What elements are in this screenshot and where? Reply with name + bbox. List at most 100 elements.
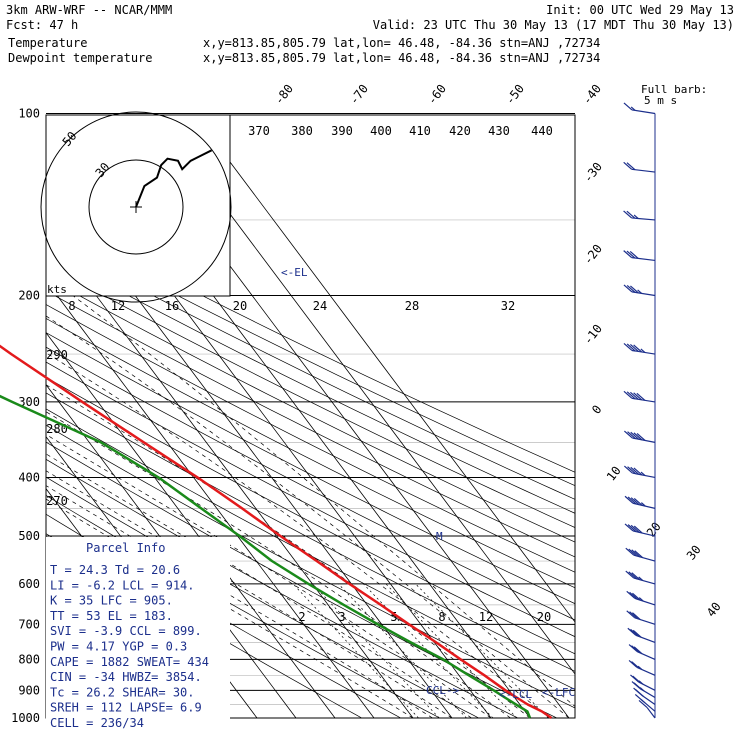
theta-label-290: 290 (46, 348, 68, 362)
wind-barb-175 (623, 250, 656, 262)
legend-temperature-info: x,y=813.85,805.79 lat,lon= 46.48, -84.36… (203, 36, 600, 50)
wind-barb-650 (626, 590, 656, 606)
parcel-info-panel: Parcel Info T = 24.3 Td = 20.6LI = -6.2 … (46, 537, 230, 730)
pressure-label-1000: 1000 (11, 711, 40, 725)
parcel-row-3: TT = 53 EL = 183. (50, 609, 173, 623)
parcel-row-5: PW = 4.17 YGP = 0.3 (50, 640, 187, 654)
dry-adiabat-440 (46, 238, 575, 500)
forecast-hour: Fcst: 47 h (6, 18, 78, 32)
wind-barb-1000 (638, 699, 656, 719)
mixing-ratio-label-8: 8 (438, 610, 445, 624)
moist-adiabat-5 (46, 453, 472, 718)
isotherm--20 (46, 280, 375, 718)
hodograph-units: kts (47, 283, 67, 296)
parcel-info-box (46, 537, 230, 727)
wind-barbs (623, 102, 656, 719)
sounding-profiles (0, 344, 553, 720)
hodograph-ring-outer (40, 111, 232, 303)
parcel-row-2: K = 35 LFC = 905. (50, 594, 173, 608)
parcel-row-6: CAPE = 1882 SWEAT= 434 (50, 655, 209, 669)
isotherm-label--10: -10 (581, 322, 605, 348)
wind-barb-925 (631, 681, 656, 699)
inset-axis-label-28: 28 (405, 299, 419, 313)
temperature-profile (0, 344, 553, 720)
wind-barb-900 (630, 674, 656, 691)
theta-label-380: 380 (291, 124, 313, 138)
wind-barb-850 (628, 660, 656, 676)
wind-barb-975 (634, 694, 656, 712)
lfc-marker: <-LFC (542, 686, 575, 699)
pressure-label-100: 100 (18, 107, 40, 121)
theta-label-390: 390 (331, 124, 353, 138)
parcel-row-7: CIN = -34 HWBZ= 3854. (50, 670, 202, 684)
theta-label-280: 280 (46, 422, 68, 436)
parcel-row-9: SREH = 112 LAPSE= 6.9 (50, 701, 202, 715)
parcel-row-10: CELL = 236/34 (50, 716, 144, 730)
wind-barb-450 (624, 495, 656, 509)
moist-adiabat--10 (46, 498, 414, 718)
mixing-ratio-label-12: 12 (479, 610, 493, 624)
hodograph-trace (135, 149, 213, 208)
theta-label-370: 370 (248, 124, 270, 138)
wind-barb-200 (623, 284, 656, 297)
wind-barb-600 (625, 570, 656, 585)
dewpoint-profile (0, 394, 532, 719)
parcel-row-1: LI = -6.2 LCL = 914. (50, 578, 195, 592)
dry-adiabat-420 (46, 264, 575, 528)
parcel-info-title: Parcel Info (86, 541, 165, 555)
wind-barb-700 (626, 610, 656, 625)
dry-adiabat-430 (46, 251, 575, 514)
mixing-ratio-2 (292, 583, 419, 718)
init-time: Init: 00 UTC Wed 29 May 13 (546, 3, 734, 17)
isotherm-label--20: -20 (581, 242, 605, 268)
legend-dewpoint: Dewpoint temperature (8, 51, 153, 65)
wind-barb-125 (623, 161, 656, 173)
isotherm-label-0: 0 (589, 402, 604, 416)
isotherm-label-10: 10 (604, 464, 624, 484)
inset-axis-label-8: 8 (68, 299, 75, 313)
mixing-ratio-label-20: 20 (537, 610, 551, 624)
legend-dewpoint-info: x,y=813.85,805.79 lat,lon= 46.48, -84.36… (203, 51, 600, 65)
isotherm-label-20: 20 (644, 520, 664, 540)
wind-barb-350 (624, 430, 656, 443)
pressure-label-200: 200 (18, 288, 40, 302)
dry-adiabat-330 (46, 392, 575, 672)
mixing-ratio-label-2: 2 (298, 610, 305, 624)
mixing-ratio-label-5: 5 (390, 610, 397, 624)
wind-barb-550 (625, 547, 656, 562)
mixing-ratio-12 (385, 583, 518, 718)
pressure-label-700: 700 (18, 617, 40, 631)
theta-label-270: 270 (46, 494, 68, 508)
theta-label-410: 410 (409, 124, 431, 138)
dry-adiabat-450 (46, 226, 575, 487)
legend-temperature: Temperature (8, 36, 87, 50)
inset-axis-label-12: 12 (111, 299, 125, 313)
theta-label-400: 400 (370, 124, 392, 138)
pressure-label-500: 500 (18, 529, 40, 543)
dry-adiabat-410 (46, 277, 575, 543)
isotherm-label--80: -80 (272, 82, 296, 108)
dry-adiabat-350 (46, 361, 575, 638)
pressure-label-300: 300 (18, 395, 40, 409)
moist-adiabat-10 (46, 434, 492, 718)
mixing-ratio-label-3: 3 (338, 610, 345, 624)
parcel-row-0: T = 24.3 Td = 20.6 (50, 563, 180, 577)
isotherm-label--40: -40 (580, 82, 604, 108)
parcel-row-4: SVI = -3.9 CCL = 899. (50, 624, 202, 638)
dry-adiabat-390 (46, 304, 575, 573)
dry-adiabat-360 (46, 346, 575, 621)
wind-barb-500 (624, 523, 656, 537)
isotherm-50 (194, 115, 575, 623)
ccl-marker: CCL-> (426, 684, 459, 697)
dry-adiabat-460 (46, 214, 575, 473)
isotherm-label--70: -70 (347, 82, 371, 108)
isotherm-label-40: 40 (704, 600, 724, 620)
dry-adiabat-380 (46, 318, 575, 589)
pressure-label-900: 900 (18, 683, 40, 697)
dry-adiabat-290 (46, 458, 519, 718)
isotherm-label--30: -30 (581, 160, 605, 186)
wind-barb-950 (633, 687, 656, 706)
theta-label-420: 420 (449, 124, 471, 138)
inset-axis-label-24: 24 (313, 299, 327, 313)
